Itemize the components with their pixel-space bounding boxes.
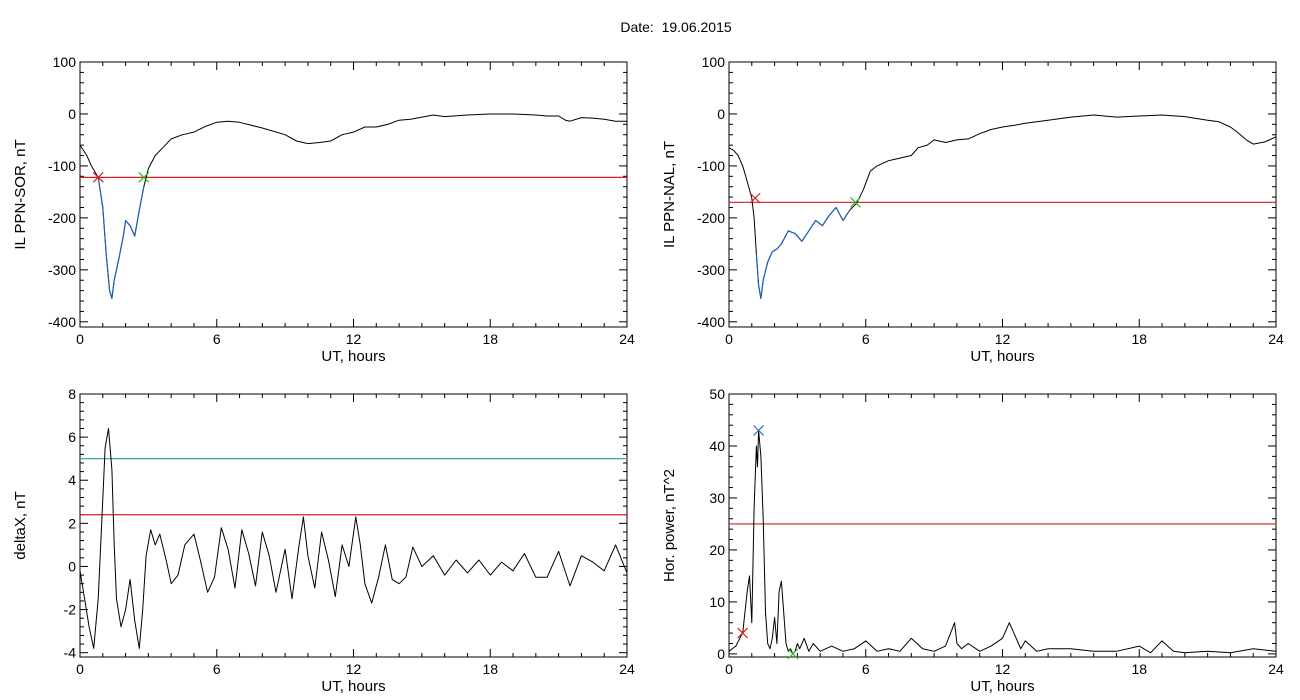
x-tick-label: 18 xyxy=(482,661,498,677)
y-tick-label: -100 xyxy=(48,158,76,174)
x-tick-label: 12 xyxy=(346,661,362,677)
x-tick-label: 6 xyxy=(213,661,221,677)
y-tick-label: 100 xyxy=(702,54,726,70)
marker-red xyxy=(92,171,104,183)
y-tick-label: -100 xyxy=(697,158,725,174)
x-tick-label: 0 xyxy=(76,331,84,347)
x-axis-label: UT, hours xyxy=(970,348,1034,365)
x-tick-label: 6 xyxy=(862,331,870,347)
x-tick-label: 24 xyxy=(1268,661,1284,677)
plot-frame xyxy=(79,393,628,658)
y-tick-label: -2 xyxy=(64,602,77,618)
x-tick-label: 18 xyxy=(1131,661,1147,677)
signal-line xyxy=(729,429,1276,655)
x-tick-label: 18 xyxy=(482,331,498,347)
y-axis-label: Hor. power, nT^2 xyxy=(661,469,678,582)
y-axis-label: IL PPN-SOR, nT xyxy=(12,139,29,249)
x-tick-label: 0 xyxy=(76,661,84,677)
x-tick-label: 0 xyxy=(725,331,733,347)
y-tick-label: -200 xyxy=(48,210,76,226)
y-tick-label: 30 xyxy=(709,490,725,506)
x-tick-label: 6 xyxy=(213,331,221,347)
panel-hor-power: 0 6 12 18 24 0 10 20 30 40 50 UT, hours Hor. power, … xyxy=(661,386,1284,695)
highlight-segment xyxy=(97,177,145,299)
y-axis-label: IL PPN-NAL, nT xyxy=(661,141,678,248)
y-tick-label: 0 xyxy=(68,106,76,122)
y-tick-label: -300 xyxy=(697,262,725,278)
signal-line xyxy=(729,114,1276,299)
marker-blue xyxy=(753,424,765,436)
y-axis-label: deltaX, nT xyxy=(12,491,29,559)
y-tick-label: 50 xyxy=(709,386,725,402)
y-tick-label: 100 xyxy=(53,54,77,70)
marker-green xyxy=(787,648,799,660)
y-tick-label: 4 xyxy=(68,472,76,488)
plot-frame xyxy=(728,393,1277,658)
highlight-segment xyxy=(755,206,851,299)
x-tick-label: 12 xyxy=(995,661,1011,677)
plot-frame xyxy=(728,61,1277,328)
y-tick-label: 0 xyxy=(68,558,76,574)
marker-green xyxy=(138,171,150,183)
x-tick-label: 24 xyxy=(619,661,635,677)
panel-il-ppn-nal: 0 6 12 18 24 -400 -300 -200 -100 0 100 UT, hours IL … xyxy=(661,54,1284,365)
x-tick-label: 24 xyxy=(1268,331,1284,347)
panel-il-ppn-sor: 0 6 12 18 24 -400 -300 -200 -100 0 100 UT, hours IL … xyxy=(12,54,635,365)
y-tick-label: 2 xyxy=(68,515,76,531)
x-tick-label: 6 xyxy=(862,661,870,677)
x-tick-label: 18 xyxy=(1131,331,1147,347)
y-tick-label: 10 xyxy=(709,594,725,610)
plot-frame xyxy=(79,61,628,328)
y-tick-label: -300 xyxy=(48,262,76,278)
y-tick-label: -4 xyxy=(64,645,77,661)
x-axis-label: UT, hours xyxy=(970,678,1034,695)
y-tick-label: 8 xyxy=(68,386,76,402)
y-tick-label: -400 xyxy=(697,314,725,330)
x-axis-label: UT, hours xyxy=(321,348,385,365)
y-tick-label: 20 xyxy=(709,542,725,558)
x-axis-label: UT, hours xyxy=(321,678,385,695)
x-tick-label: 12 xyxy=(995,331,1011,347)
y-tick-label: -400 xyxy=(48,314,76,330)
marker-red xyxy=(749,192,761,204)
signal-line xyxy=(80,113,627,299)
x-tick-label: 24 xyxy=(619,331,635,347)
page-title: Date: 19.06.2015 xyxy=(620,19,732,35)
signal-line xyxy=(80,428,627,649)
x-tick-label: 12 xyxy=(346,331,362,347)
y-tick-label: 6 xyxy=(68,429,76,445)
y-tick-label: -200 xyxy=(697,210,725,226)
y-tick-label: 0 xyxy=(717,646,725,662)
marker-green xyxy=(850,196,861,208)
y-tick-label: 0 xyxy=(717,106,725,122)
x-tick-label: 0 xyxy=(725,661,733,677)
marker-red xyxy=(737,627,749,639)
y-tick-label: 40 xyxy=(709,438,725,454)
